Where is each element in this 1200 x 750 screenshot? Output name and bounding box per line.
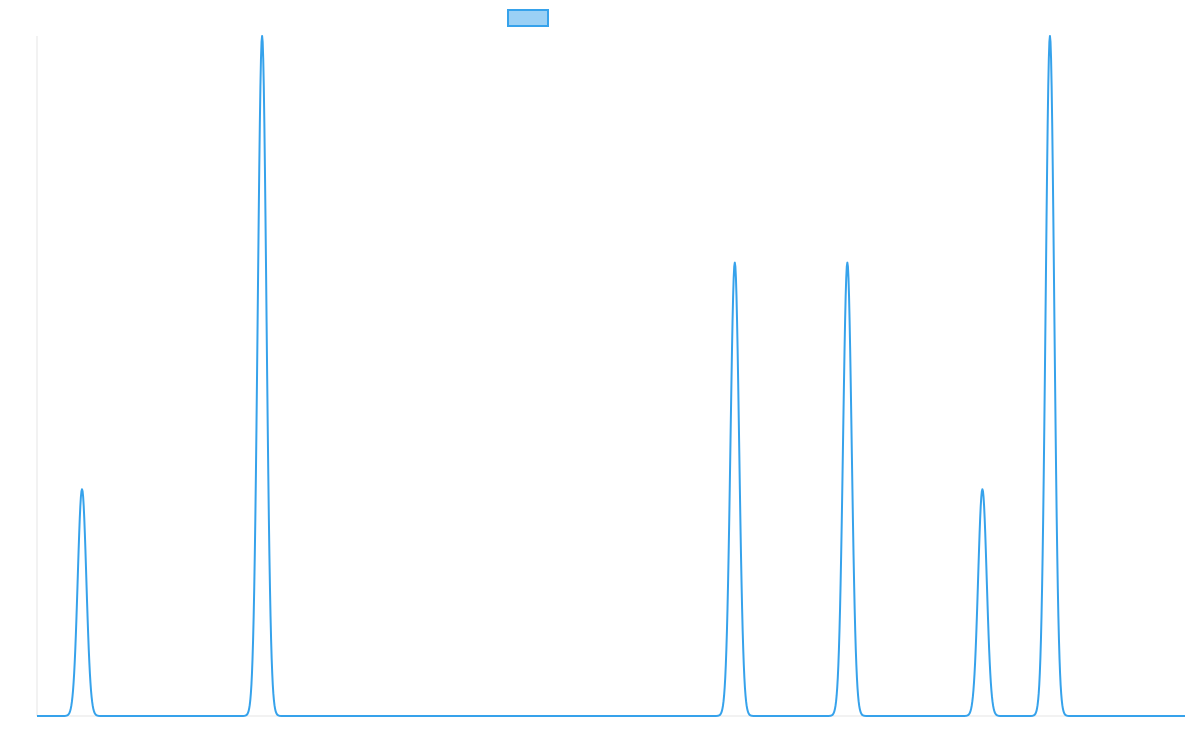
data-point[interactable] bbox=[146, 712, 154, 720]
series-line bbox=[36, 35, 1186, 717]
data-point[interactable] bbox=[101, 712, 109, 720]
data-point[interactable] bbox=[33, 712, 41, 720]
data-point[interactable] bbox=[843, 259, 851, 267]
data-point[interactable] bbox=[168, 712, 176, 720]
data-point[interactable] bbox=[56, 712, 64, 720]
legend-swatch[interactable] bbox=[507, 9, 549, 27]
data-point[interactable] bbox=[573, 712, 581, 720]
data-point[interactable] bbox=[123, 712, 131, 720]
data-point[interactable] bbox=[348, 712, 356, 720]
data-point[interactable] bbox=[213, 712, 221, 720]
data-point[interactable] bbox=[911, 712, 919, 720]
data-point[interactable] bbox=[551, 712, 559, 720]
data-point[interactable] bbox=[506, 712, 514, 720]
data-point[interactable] bbox=[956, 712, 964, 720]
data-point[interactable] bbox=[1113, 712, 1121, 720]
data-point[interactable] bbox=[1091, 712, 1099, 720]
data-point[interactable] bbox=[191, 712, 199, 720]
data-point[interactable] bbox=[1046, 32, 1054, 40]
data-point[interactable] bbox=[281, 712, 289, 720]
data-point[interactable] bbox=[78, 485, 86, 493]
data-point[interactable] bbox=[528, 712, 536, 720]
data-point[interactable] bbox=[641, 712, 649, 720]
data-point[interactable] bbox=[753, 712, 761, 720]
data-point[interactable] bbox=[461, 712, 469, 720]
series-group bbox=[33, 32, 1189, 720]
data-point[interactable] bbox=[596, 712, 604, 720]
data-point[interactable] bbox=[326, 712, 334, 720]
data-point[interactable] bbox=[371, 712, 379, 720]
legend[interactable] bbox=[507, 9, 549, 27]
data-point[interactable] bbox=[1181, 712, 1189, 720]
data-point[interactable] bbox=[1001, 712, 1009, 720]
data-point[interactable] bbox=[236, 712, 244, 720]
data-point[interactable] bbox=[798, 712, 806, 720]
data-point[interactable] bbox=[866, 712, 874, 720]
data-point[interactable] bbox=[438, 712, 446, 720]
data-point[interactable] bbox=[708, 712, 716, 720]
data-point[interactable] bbox=[303, 712, 311, 720]
data-point[interactable] bbox=[416, 712, 424, 720]
data-point[interactable] bbox=[978, 485, 986, 493]
data-point[interactable] bbox=[618, 712, 626, 720]
data-point[interactable] bbox=[663, 712, 671, 720]
data-point[interactable] bbox=[776, 712, 784, 720]
data-point[interactable] bbox=[1158, 712, 1166, 720]
data-point[interactable] bbox=[258, 32, 266, 40]
data-point[interactable] bbox=[821, 712, 829, 720]
data-point[interactable] bbox=[888, 712, 896, 720]
data-point[interactable] bbox=[483, 712, 491, 720]
data-point[interactable] bbox=[393, 712, 401, 720]
data-point[interactable] bbox=[731, 259, 739, 267]
data-point[interactable] bbox=[1136, 712, 1144, 720]
data-point[interactable] bbox=[1068, 712, 1076, 720]
data-point[interactable] bbox=[686, 712, 694, 720]
data-point[interactable] bbox=[933, 712, 941, 720]
data-point[interactable] bbox=[1023, 712, 1031, 720]
